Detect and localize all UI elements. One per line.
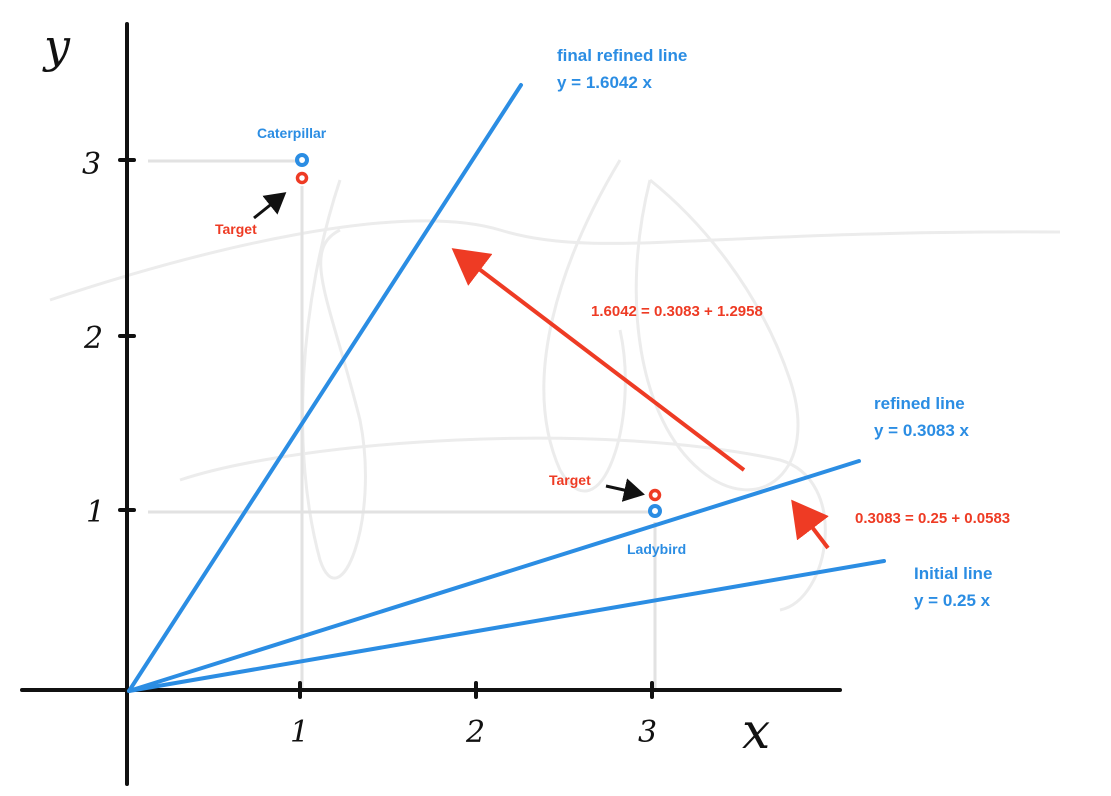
axes	[20, 22, 842, 786]
caterpillar-target-label: Target	[215, 221, 257, 237]
caterpillar-point-group	[295, 153, 309, 185]
ladybird-point	[648, 504, 662, 518]
final-line-title: final refined line	[557, 46, 687, 65]
initial-line-equation: y = 0.25 x	[914, 591, 991, 610]
guide-lines	[148, 159, 657, 688]
ladybird-point-group	[648, 488, 662, 518]
first-update-arrow	[791, 499, 830, 550]
x-tick-label-3: 3	[638, 715, 657, 750]
y-tick-label-2: 2	[83, 321, 103, 356]
ladybird-target-arrow	[605, 478, 645, 502]
final-refined-line	[127, 83, 523, 693]
initial-line-title: Initial line	[914, 564, 992, 583]
initial-line	[127, 559, 886, 693]
ladybird-target-label: Target	[549, 472, 591, 488]
refined-line-equation: y = 0.3083 x	[874, 421, 970, 440]
second-update-equation: 1.6042 = 0.3083 + 1.2958	[591, 303, 763, 320]
ladybird-target-point	[648, 488, 662, 502]
caterpillar-target-point	[295, 171, 309, 185]
watermark-signature	[49, 159, 1061, 612]
x-tick-label-1: 1	[290, 715, 309, 750]
y-tick-label-3: 3	[82, 147, 101, 182]
refined-line	[127, 459, 861, 693]
x-axis-label: x	[742, 702, 770, 760]
first-update-equation: 0.3083 = 0.25 + 0.0583	[855, 510, 1010, 527]
second-update-arrow	[451, 248, 746, 472]
caterpillar-label: Caterpillar	[257, 125, 327, 141]
x-tick-label-2: 2	[465, 715, 485, 750]
y-axis-label: y	[42, 19, 71, 73]
caterpillar-target-arrow	[253, 192, 287, 220]
ladybird-label: Ladybird	[627, 541, 686, 557]
y-tick-label-1: 1	[86, 495, 105, 530]
regression-lines	[127, 83, 886, 693]
caterpillar-point	[295, 153, 309, 167]
final-line-equation: y = 1.6042 x	[557, 73, 653, 92]
refined-line-title: refined line	[874, 394, 965, 413]
